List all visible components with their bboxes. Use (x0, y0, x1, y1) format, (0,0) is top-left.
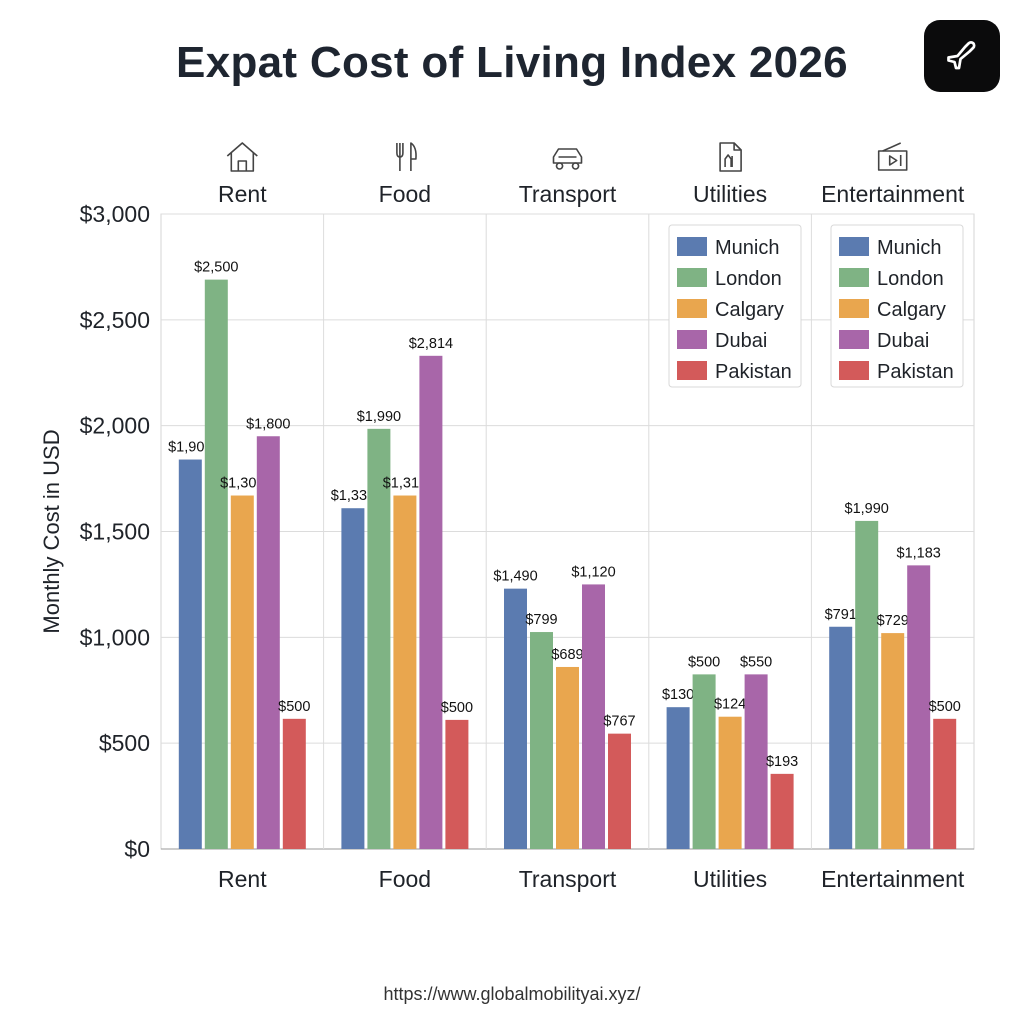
bar-calgary (230, 495, 254, 849)
bar-london (530, 632, 553, 849)
house-icon (226, 142, 258, 172)
legend-swatch (839, 330, 869, 349)
legend-label: Dubai (877, 330, 929, 352)
legend-label: Calgary (877, 299, 946, 321)
bar-pakistan (445, 719, 469, 849)
category-header-label: Transport (519, 181, 617, 207)
footer-url[interactable]: https://www.globalmobilityai.xyz/ (383, 984, 641, 1004)
legend-swatch (839, 268, 869, 287)
y-tick-label: $1,000 (80, 624, 150, 650)
category-header-label: Utilities (693, 181, 767, 207)
legend-label: Munich (715, 237, 779, 259)
x-tick-label: Utilities (693, 866, 767, 892)
airplane-icon (947, 41, 976, 70)
legend-label: Pakistan (715, 361, 792, 383)
data-label: $130 (662, 687, 694, 703)
bar-dubai (744, 674, 768, 849)
data-label: $1,990 (845, 501, 889, 517)
data-label: $1,300 (220, 476, 264, 492)
legend-swatch (677, 330, 707, 349)
y-tick-label: $1,500 (80, 519, 150, 545)
legend-swatch (839, 237, 869, 256)
legend-swatch (839, 299, 869, 318)
bar-calgary (718, 716, 742, 849)
y-tick-label: $2,500 (80, 307, 150, 333)
legend-swatch (677, 268, 707, 287)
data-label: $1,990 (357, 409, 401, 425)
category-header-label: Rent (218, 181, 267, 207)
bar-dubai (907, 565, 931, 849)
x-tick-label: Transport (519, 866, 617, 892)
data-label: $500 (278, 699, 310, 715)
bar-london (367, 428, 391, 849)
data-label: $550 (740, 654, 772, 670)
legend-label: Pakistan (877, 361, 954, 383)
y-tick-label: $0 (124, 836, 150, 862)
bar-munich (829, 626, 853, 849)
data-label: $500 (441, 700, 473, 716)
app-badge[interactable] (924, 20, 1000, 92)
bar-calgary (393, 495, 417, 849)
utilities-icon (719, 142, 742, 172)
legend-label: Munich (877, 237, 941, 259)
legend-label: London (715, 268, 782, 290)
category-header-label: Food (379, 181, 431, 207)
data-label: $791 (825, 607, 857, 623)
bar-pakistan (933, 718, 957, 849)
legend-label: Dubai (715, 330, 767, 352)
data-label: $1,120 (571, 564, 615, 580)
radio-icon (877, 142, 908, 171)
data-label: $1,490 (493, 569, 537, 585)
category-header-label: Entertainment (821, 181, 965, 207)
bar-munich (666, 707, 690, 849)
bar-dubai (582, 584, 605, 849)
data-label: $689 (551, 647, 583, 663)
data-label: $1,330 (331, 488, 375, 504)
bar-london (855, 520, 879, 849)
legend-label: Calgary (715, 299, 784, 321)
bar-munich (178, 459, 202, 849)
legend-swatch (677, 361, 707, 380)
data-label: $124 (714, 697, 746, 713)
bar-london (692, 674, 716, 849)
legend-label: London (877, 268, 944, 290)
y-axis-label: Monthly Cost in USD (39, 429, 64, 633)
data-label: $500 (929, 699, 961, 715)
bar-calgary (556, 666, 579, 849)
bar-pakistan (608, 733, 631, 849)
car-icon (552, 148, 583, 170)
data-label: $2,814 (409, 336, 453, 352)
data-label: $2,500 (194, 260, 238, 276)
data-label: $193 (766, 754, 798, 770)
data-label: $767 (603, 714, 635, 730)
data-label: $729 (877, 613, 909, 629)
bar-pakistan (770, 773, 794, 849)
bar-calgary (881, 633, 905, 849)
data-label: $500 (688, 654, 720, 670)
fork-knife-icon (396, 142, 417, 171)
data-label: $1,800 (246, 416, 290, 432)
y-tick-label: $3,000 (80, 201, 150, 227)
bar-pakistan (282, 718, 306, 849)
chart-title: Expat Cost of Living Index 2026 (176, 38, 848, 87)
y-tick-label: $2,000 (80, 413, 150, 439)
x-tick-label: Rent (218, 866, 267, 892)
legend-swatch (677, 299, 707, 318)
bar-munich (341, 508, 365, 849)
data-label: $1,900 (168, 440, 212, 456)
x-tick-label: Entertainment (821, 866, 965, 892)
bar-munich (504, 588, 527, 849)
bar-london (204, 279, 228, 849)
y-tick-label: $500 (99, 730, 150, 756)
data-label: $1,183 (897, 545, 941, 561)
bar-dubai (419, 355, 443, 849)
legend-swatch (677, 237, 707, 256)
legend-swatch (839, 361, 869, 380)
bar-dubai (256, 436, 280, 849)
data-label: $1,310 (383, 476, 427, 492)
data-label: $799 (525, 612, 557, 628)
x-tick-label: Food (379, 866, 431, 892)
